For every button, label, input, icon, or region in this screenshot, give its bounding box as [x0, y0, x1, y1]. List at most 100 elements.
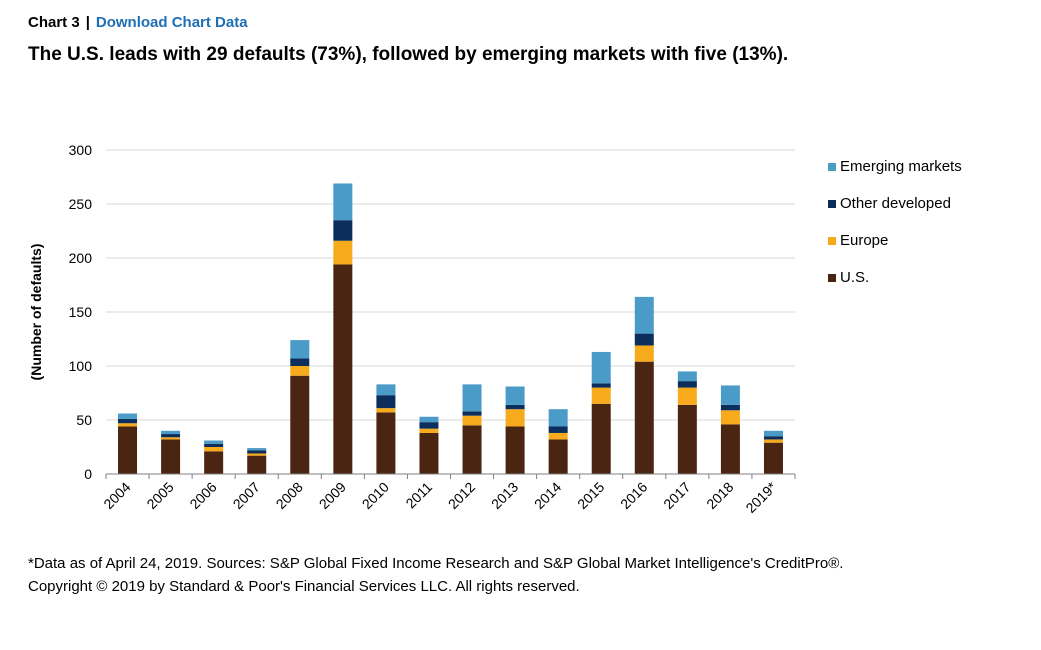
bar-segment-u-s — [118, 426, 138, 474]
bar-segment-europe — [505, 409, 525, 427]
bar-segment-other-developed — [763, 436, 783, 440]
bar-segment-u-s — [462, 425, 482, 474]
bar-segment-u-s — [204, 451, 224, 474]
y-tick-label: 150 — [69, 304, 93, 320]
bar-segment-other-developed — [677, 381, 697, 388]
bar-segment-europe — [376, 408, 396, 413]
bar-segment-u-s — [548, 439, 568, 474]
y-axis-label: (Number of defaults) — [28, 244, 44, 381]
bar-segment-emerging-markets — [720, 385, 740, 405]
legend-label: Emerging markets — [840, 158, 962, 175]
x-tick-label: 2004 — [100, 479, 133, 512]
bar-segment-u-s — [419, 432, 439, 474]
footnote-copyright: Copyright © 2019 by Standard & Poor's Fi… — [28, 578, 580, 595]
bar-segment-other-developed — [247, 450, 267, 454]
bar-segment-other-developed — [204, 443, 224, 447]
bar-segment-other-developed — [505, 404, 525, 410]
bar-segment-u-s — [763, 442, 783, 474]
bar-segment-u-s — [333, 264, 353, 474]
x-tick-label: 2010 — [359, 479, 392, 512]
bar-segment-europe — [419, 428, 439, 433]
bar-segment-europe — [548, 432, 568, 440]
legend-item: U.S. — [828, 259, 962, 296]
bar-segment-u-s — [634, 361, 654, 474]
bar-segment-emerging-markets — [204, 440, 224, 444]
bar-segment-europe — [118, 423, 138, 427]
x-tick-label: 2009 — [316, 479, 349, 512]
bars — [118, 183, 783, 474]
download-chart-data-link[interactable]: Download Chart Data — [95, 14, 248, 31]
bar-segment-u-s — [591, 403, 611, 474]
x-tick-label: 2006 — [186, 479, 219, 512]
bar-segment-europe — [204, 447, 224, 452]
bar-segment-europe — [763, 439, 783, 443]
x-tick-label: 2011 — [402, 479, 435, 512]
bar-segment-other-developed — [333, 220, 353, 241]
bar-segment-u-s — [247, 455, 267, 474]
legend-swatch — [828, 199, 836, 208]
bar-segment-emerging-markets — [591, 351, 611, 384]
x-tick-label: 2017 — [660, 479, 693, 512]
bar-segment-emerging-markets — [333, 183, 353, 221]
bar-segment-emerging-markets — [505, 386, 525, 405]
y-tick-label: 200 — [69, 250, 93, 266]
y-tick-label: 100 — [69, 358, 93, 374]
legend-item: Europe — [828, 222, 962, 259]
x-tick-label: 2015 — [574, 479, 607, 512]
bar-segment-emerging-markets — [247, 448, 267, 451]
bar-segment-emerging-markets — [118, 413, 138, 419]
legend-swatch — [828, 273, 836, 282]
legend-label: Europe — [840, 232, 889, 249]
x-tick-label: 2005 — [143, 479, 176, 512]
bar-segment-europe — [677, 387, 697, 405]
y-tick-label: 0 — [84, 466, 92, 482]
chart-legend: Emerging markets Other developed Europe U.S… — [828, 148, 962, 296]
bar-segment-u-s — [720, 424, 740, 474]
bar-segment-u-s — [505, 426, 525, 474]
y-axis-ticks: 0 50 100 150 200 250 300 — [69, 142, 93, 482]
bar-segment-europe — [591, 387, 611, 404]
bar-segment-u-s — [161, 439, 181, 474]
chart-header: Chart 3 | Download Chart Data — [28, 14, 248, 31]
y-tick-label: 250 — [69, 196, 93, 212]
bar-segment-europe — [247, 453, 267, 456]
bar-segment-other-developed — [118, 418, 138, 424]
header-separator: | — [85, 14, 90, 31]
legend-label: U.S. — [840, 269, 870, 286]
bar-segment-emerging-markets — [290, 340, 310, 359]
x-tick-label: 2012 — [445, 479, 478, 512]
bar-segment-other-developed — [591, 383, 611, 388]
bar-segment-other-developed — [634, 333, 654, 346]
x-tick-label: 2008 — [273, 479, 306, 512]
x-axis-ticks: 2004 2005 2006 2007 2008 2009 2010 2011 2012 2013… — [100, 474, 796, 516]
bar-segment-emerging-markets — [161, 430, 181, 435]
y-tick-label: 300 — [69, 142, 93, 158]
bar-segment-emerging-markets — [634, 296, 654, 334]
bar-segment-emerging-markets — [419, 416, 439, 423]
y-tick-label: 50 — [76, 412, 92, 428]
bar-segment-u-s — [677, 404, 697, 474]
x-tick-label: 2019* — [742, 478, 780, 516]
chart-number-label: Chart 3 — [28, 14, 80, 31]
legend-item: Other developed — [828, 185, 962, 222]
bar-segment-other-developed — [161, 434, 181, 438]
bar-segment-europe — [462, 415, 482, 426]
bar-segment-europe — [634, 345, 654, 362]
bar-segment-emerging-markets — [376, 384, 396, 396]
bar-segment-other-developed — [419, 422, 439, 429]
bar-segment-emerging-markets — [462, 384, 482, 412]
bar-segment-other-developed — [376, 395, 396, 409]
legend-swatch — [828, 162, 836, 171]
legend-item: Emerging markets — [828, 148, 962, 185]
chart-title: The U.S. leads with 29 defaults (73%), f… — [28, 44, 789, 65]
bar-segment-u-s — [376, 412, 396, 474]
bar-segment-other-developed — [290, 358, 310, 366]
x-tick-label: 2018 — [703, 479, 736, 512]
bar-segment-other-developed — [720, 404, 740, 411]
bar-segment-europe — [290, 366, 310, 376]
bar-segment-europe — [333, 240, 353, 265]
x-tick-label: 2014 — [531, 479, 564, 512]
footnote-sources: *Data as of April 24, 2019. Sources: S&P… — [28, 555, 844, 572]
bar-segment-emerging-markets — [548, 409, 568, 427]
